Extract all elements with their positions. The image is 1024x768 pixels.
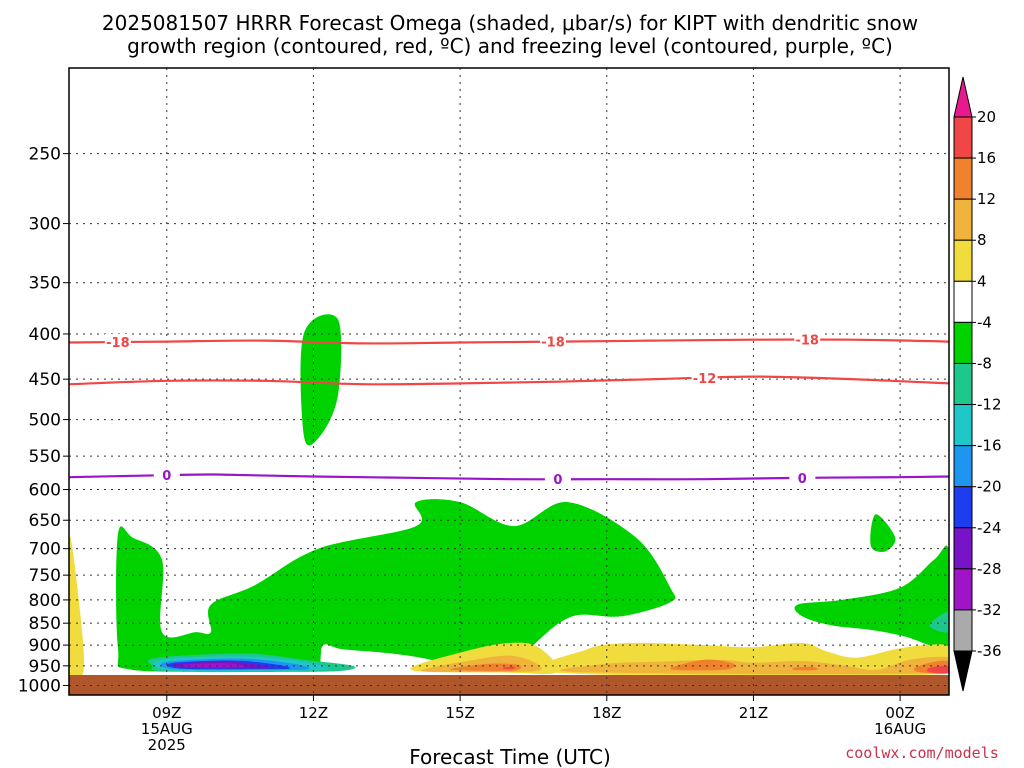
- x-tick-label: 15AUG: [141, 720, 193, 738]
- contour-label: -12: [693, 372, 717, 387]
- y-tick-label: 700: [29, 540, 61, 560]
- plot-frame: [68, 67, 950, 696]
- colorbar-swatch: [953, 116, 973, 159]
- y-axis-ticks: 2503003504004505005506006507007508008509…: [18, 145, 69, 697]
- omega-region-18: [791, 666, 818, 671]
- y-tick-label: 650: [29, 511, 61, 531]
- colorbar-label: 20: [977, 108, 996, 126]
- omega-region-0: [116, 499, 676, 673]
- omega-region-17: [670, 659, 736, 671]
- omega-region-21: [502, 666, 516, 670]
- colorbar-label: -24: [977, 519, 1002, 537]
- contour-label: -18: [541, 336, 565, 351]
- colorbar-label: -4: [977, 313, 992, 331]
- contour-label: 0: [162, 469, 171, 484]
- omega-region-2: [870, 514, 896, 553]
- contour-label-bg: [153, 467, 180, 483]
- y-tick-label: 400: [29, 325, 61, 345]
- y-tick-label: 350: [29, 274, 61, 294]
- y-tick-label: 750: [29, 566, 61, 586]
- contour-label-bg: [789, 469, 816, 485]
- colorbar-swatch: [953, 609, 973, 652]
- y-tick-label: 450: [29, 370, 61, 390]
- x-tick-label: 00Z: [885, 704, 914, 722]
- contour-label: 0: [798, 472, 807, 487]
- colorbar-label: -32: [977, 601, 1002, 619]
- colorbar-swatch: [953, 239, 973, 282]
- colorbar-label: -8: [977, 354, 992, 372]
- omega-region-5: [929, 611, 949, 633]
- contour-label: 0: [553, 473, 562, 488]
- dendritic-contour-line: [69, 375, 949, 386]
- colorbar-swatch: [953, 198, 973, 241]
- y-tick-label: 550: [29, 447, 61, 467]
- x-tick-label: 2025: [148, 736, 186, 754]
- y-tick-label: 500: [29, 411, 61, 431]
- omega-region-1: [300, 314, 342, 446]
- colorbar-label: -12: [977, 396, 1002, 414]
- colorbar-bottom-arrow: [953, 650, 973, 692]
- colorbar-label: -36: [977, 642, 1002, 660]
- omega-region-10: [183, 663, 246, 668]
- omega-shading-layer: [69, 314, 949, 683]
- contour-label: -18: [106, 336, 130, 351]
- colorbar-swatch: [953, 321, 973, 364]
- contour-layer: -18 -18 -18 -12 0 0 0: [69, 331, 949, 488]
- contour-label-bg: [104, 334, 131, 350]
- freezing-contour-line: [69, 473, 949, 481]
- contour-label-bg: [544, 471, 571, 487]
- y-tick-label: 900: [29, 636, 61, 656]
- y-tick-label: 950: [29, 657, 61, 677]
- y-tick-label: 250: [29, 145, 61, 165]
- omega-region-3: [794, 545, 949, 654]
- chart-title-line1: 2025081507 HRRR Forecast Omega (shaded, …: [102, 11, 918, 35]
- y-tick-label: 600: [29, 481, 61, 501]
- colorbar-swatch: [953, 568, 973, 611]
- colorbar-label: -16: [977, 437, 1002, 455]
- terrain-ground-strip: [69, 675, 949, 695]
- contour-label-bg: [691, 369, 718, 385]
- x-tick-label: 21Z: [739, 704, 768, 722]
- y-tick-label: 800: [29, 591, 61, 611]
- credit-text: coolwx.com/models: [845, 744, 999, 762]
- colorbar-label: 8: [977, 231, 987, 249]
- colorbar-swatch: [953, 486, 973, 529]
- omega-region-15: [560, 656, 949, 675]
- x-axis-label: Forecast Time (UTC): [409, 745, 611, 768]
- contour-label-bg: [540, 333, 566, 349]
- y-tick-label: 1000: [18, 677, 61, 697]
- x-tick-label: 09Z: [152, 704, 181, 722]
- colorbar-swatch: [953, 280, 973, 323]
- colorbar-label: -20: [977, 478, 1002, 496]
- x-tick-label: 16AUG: [874, 720, 926, 738]
- colorbar-label: -28: [977, 560, 1002, 578]
- colorbar-swatch: [953, 445, 973, 488]
- omega-region-20: [927, 665, 949, 674]
- colorbar-swatch: [953, 527, 973, 570]
- x-tick-label: 18Z: [592, 704, 621, 722]
- x-tick-label: 12Z: [299, 704, 328, 722]
- chart-title-line2: growth region (contoured, red, ºC) and f…: [127, 34, 893, 58]
- plot-area: -18 -18 -18 -12 0 0 0: [69, 68, 949, 695]
- contour-label: -18: [795, 334, 819, 349]
- colorbar-label: 16: [977, 149, 996, 167]
- omega-region-11: [69, 535, 85, 683]
- colorbar-swatch: [953, 404, 973, 447]
- y-tick-label: 300: [29, 215, 61, 235]
- contour-label-bg: [794, 331, 821, 347]
- y-tick-label: 850: [29, 614, 61, 634]
- x-tick-label: 15Z: [445, 704, 474, 722]
- colorbar-label: 12: [977, 190, 996, 208]
- colorbar-swatch: [953, 362, 973, 406]
- colorbar-swatch: [953, 157, 973, 200]
- colorbar: 20 16 12 8 4 -4 -8 -12 -16 -20 -24 -28 -32 -36: [953, 76, 1002, 692]
- colorbar-label: 4: [977, 272, 987, 290]
